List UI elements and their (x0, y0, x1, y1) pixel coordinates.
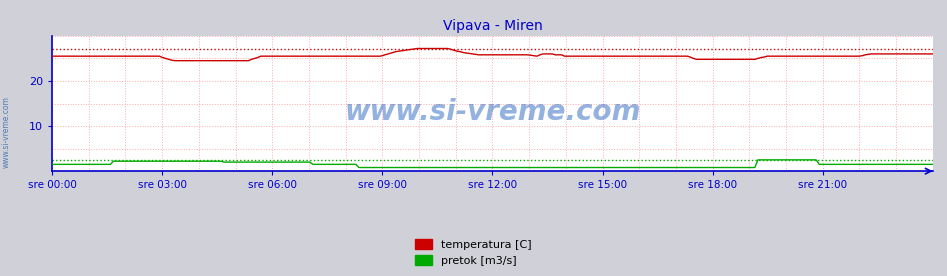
Text: www.si-vreme.com: www.si-vreme.com (1, 97, 10, 168)
Title: Vipava - Miren: Vipava - Miren (442, 19, 543, 33)
Text: www.si-vreme.com: www.si-vreme.com (344, 98, 641, 126)
Legend: temperatura [C], pretok [m3/s]: temperatura [C], pretok [m3/s] (411, 234, 536, 270)
